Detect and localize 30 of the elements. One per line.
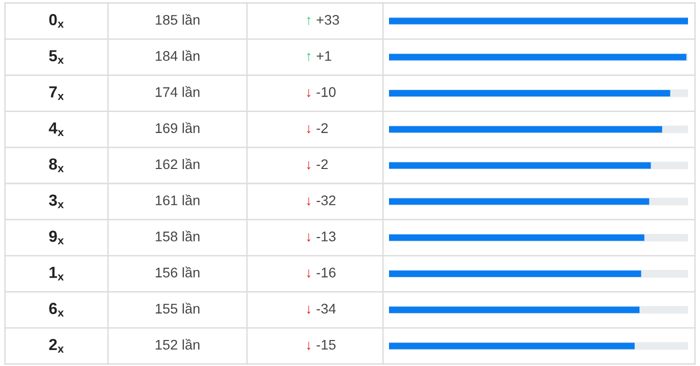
text: ↓ -15 <box>307 340 336 350</box>
text: ↓ -10 <box>307 87 336 98</box>
data-label: 161 lần <box>156 194 200 206</box>
text: ↓ -32 <box>307 195 336 206</box>
data-label: 185 lần <box>156 14 200 25</box>
text: ↓ -13 <box>307 232 336 242</box>
y-tick-label: 1$_{x}$ <box>50 266 64 280</box>
data-label: 152 lần <box>156 338 200 350</box>
text: ↑ +33 <box>307 14 340 26</box>
y-tick-label: 5$_{x}$ <box>49 50 64 64</box>
data-label: 174 lần <box>156 86 200 97</box>
data-label: 156 lần <box>156 266 200 278</box>
y-tick-label: 2$_{x}$ <box>49 338 64 353</box>
data-label: 162 lần <box>156 158 200 170</box>
text: ↓ -34 <box>307 304 336 314</box>
data-label: 184 lần <box>156 50 200 61</box>
y-tick-label: 3$_{x}$ <box>48 194 64 208</box>
data-label: 155 lần <box>156 302 200 314</box>
text: ↑ +1 <box>307 51 332 62</box>
y-tick-label: 7$_{x}$ <box>49 86 64 100</box>
text: ↓ -16 <box>307 268 336 278</box>
y-tick-label: 9$_{x}$ <box>49 230 64 244</box>
data-label: 158 lần <box>156 230 200 242</box>
data-label: 169 lần <box>156 122 200 134</box>
y-tick-label: 8$_{x}$ <box>49 158 64 172</box>
y-tick-label: 0$_{x}$ <box>49 14 64 28</box>
y-tick-label: 4$_{x}$ <box>48 122 64 136</box>
text: ↓ -2 <box>307 159 328 170</box>
y-tick-label: 6$_{x}$ <box>49 302 64 316</box>
text: ↓ -2 <box>307 123 328 134</box>
